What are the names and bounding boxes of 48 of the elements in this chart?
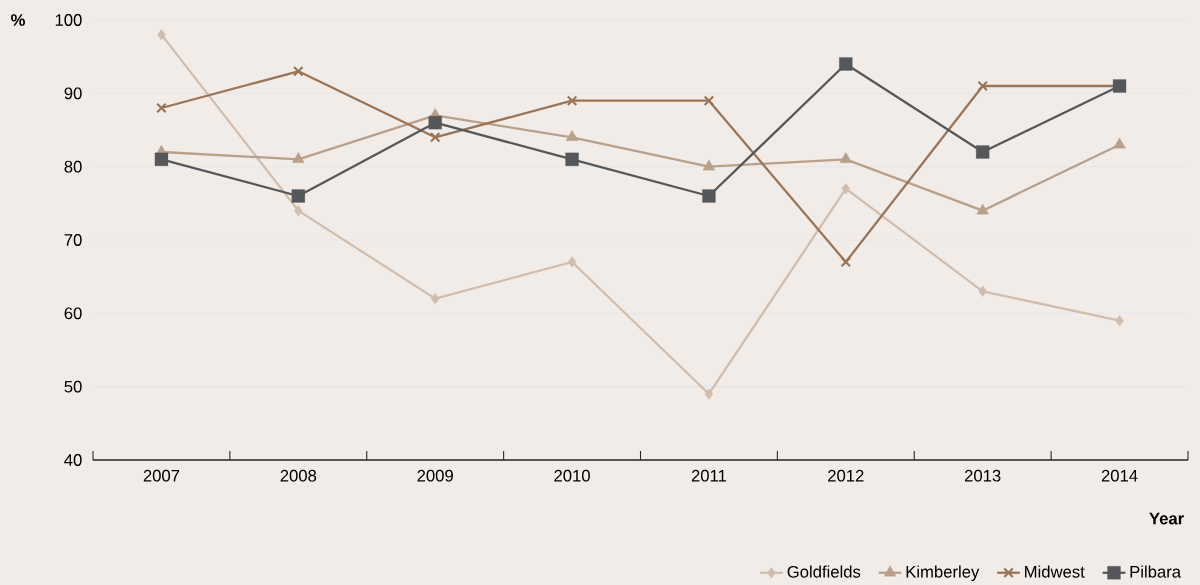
x-tick-label: 2011 bbox=[691, 469, 727, 482]
point bbox=[704, 388, 714, 400]
point bbox=[428, 116, 442, 130]
x-tick-label: 2014 bbox=[1101, 469, 1138, 482]
point bbox=[702, 159, 716, 171]
legend-label: Midwest bbox=[1025, 565, 1085, 578]
legend-label: Goldfields bbox=[787, 565, 861, 578]
point bbox=[976, 145, 990, 159]
x-tick-label: 2009 bbox=[417, 469, 453, 482]
y-tick-label: 40 bbox=[64, 454, 82, 466]
y-axis-title: % bbox=[11, 14, 25, 26]
point bbox=[977, 80, 988, 92]
x-tick-label: 2007 bbox=[143, 469, 180, 482]
x-tick-label: 2013 bbox=[964, 469, 1001, 482]
point bbox=[566, 95, 578, 106]
point bbox=[565, 152, 579, 166]
point bbox=[976, 203, 989, 215]
point bbox=[294, 205, 303, 217]
point bbox=[1115, 315, 1124, 327]
point bbox=[839, 152, 853, 163]
point bbox=[703, 95, 715, 106]
point bbox=[430, 293, 440, 305]
y-tick-label: 90 bbox=[64, 87, 82, 100]
legend-label: Pilbara bbox=[1130, 565, 1182, 578]
point bbox=[565, 130, 579, 141]
point bbox=[156, 102, 167, 114]
point bbox=[839, 57, 853, 71]
point bbox=[154, 152, 169, 166]
point bbox=[841, 183, 851, 195]
point bbox=[292, 152, 305, 163]
x-axis-title: Year bbox=[1149, 512, 1184, 525]
y-tick-label: 100 bbox=[55, 14, 82, 26]
y-tick-label: 70 bbox=[64, 234, 82, 246]
y-tick-label: 50 bbox=[64, 380, 82, 393]
point bbox=[567, 256, 577, 268]
y-tick-label: 60 bbox=[64, 307, 82, 320]
point bbox=[978, 285, 987, 297]
legend-label: Kimberley bbox=[906, 565, 980, 581]
x-tick-label: 2008 bbox=[280, 469, 317, 482]
point bbox=[291, 189, 305, 203]
point bbox=[293, 66, 304, 77]
x-tick-label: 2012 bbox=[828, 469, 864, 482]
point bbox=[157, 29, 166, 41]
y-tick-label: 80 bbox=[64, 160, 82, 173]
point bbox=[702, 189, 716, 203]
point bbox=[1113, 137, 1126, 149]
x-tick-label: 2010 bbox=[554, 469, 590, 482]
point bbox=[429, 132, 441, 143]
